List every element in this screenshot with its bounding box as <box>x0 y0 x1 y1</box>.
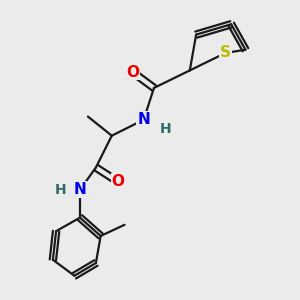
Text: S: S <box>220 45 231 60</box>
Text: H: H <box>55 183 67 197</box>
Text: O: O <box>112 174 125 189</box>
Text: O: O <box>126 64 139 80</box>
Text: H: H <box>160 122 172 136</box>
Text: N: N <box>137 112 150 127</box>
Text: N: N <box>74 182 86 197</box>
